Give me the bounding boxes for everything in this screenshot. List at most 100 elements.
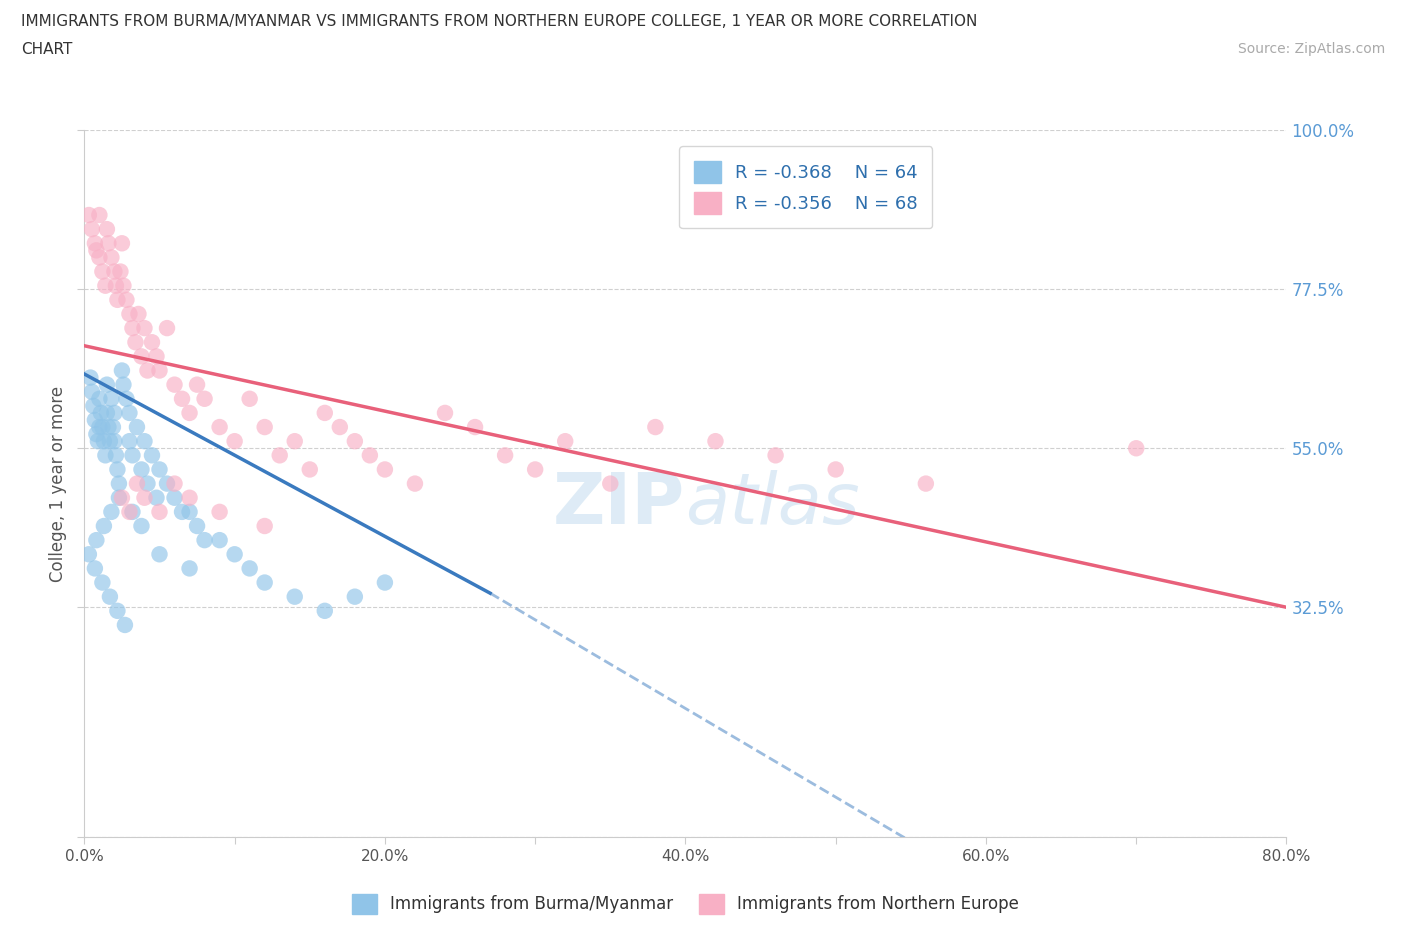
Point: [89, 207, 111, 222]
Point: [269, 448, 291, 463]
Point: [136, 363, 159, 378]
Point: [284, 433, 307, 448]
Point: [97, 236, 120, 251]
Point: [343, 590, 366, 604]
Point: [208, 504, 231, 519]
Point: [464, 419, 486, 434]
Point: [314, 405, 336, 420]
Point: [239, 392, 262, 406]
Point: [115, 392, 138, 406]
Point: [121, 504, 143, 519]
Point: [141, 335, 163, 350]
Point: [118, 433, 141, 448]
Point: [359, 448, 381, 463]
Legend: Immigrants from Burma/Myanmar, Immigrants from Northern Europe: Immigrants from Burma/Myanmar, Immigrant…: [346, 887, 1025, 921]
Point: [374, 462, 396, 477]
Point: [77, 207, 100, 222]
Point: [554, 433, 576, 448]
Point: [121, 321, 143, 336]
Text: IMMIGRANTS FROM BURMA/MYANMAR VS IMMIGRANTS FROM NORTHERN EUROPE COLLEGE, 1 YEAR: IMMIGRANTS FROM BURMA/MYANMAR VS IMMIGRA…: [21, 14, 977, 29]
Point: [224, 433, 246, 448]
Point: [134, 433, 156, 448]
Point: [103, 264, 125, 279]
Point: [100, 250, 122, 265]
Point: [94, 278, 117, 293]
Point: [91, 264, 114, 279]
Point: [343, 433, 366, 448]
Point: [108, 476, 131, 491]
Point: [148, 363, 170, 378]
Point: [134, 490, 156, 505]
Point: [93, 519, 115, 534]
Point: [115, 292, 138, 307]
Point: [121, 448, 143, 463]
Point: [156, 321, 179, 336]
Point: [644, 419, 666, 434]
Point: [179, 405, 201, 420]
Point: [96, 221, 118, 236]
Point: [93, 433, 115, 448]
Point: [524, 462, 547, 477]
Point: [374, 575, 396, 590]
Point: [87, 433, 110, 448]
Point: [103, 433, 125, 448]
Point: [90, 405, 112, 420]
Point: [136, 476, 159, 491]
Point: [131, 462, 153, 477]
Point: [80, 384, 103, 399]
Point: [179, 504, 201, 519]
Point: [89, 250, 111, 265]
Point: [163, 378, 186, 392]
Point: [125, 419, 148, 434]
Point: [131, 349, 153, 364]
Point: [134, 321, 156, 336]
Point: [104, 448, 127, 463]
Point: [108, 490, 131, 505]
Point: [103, 405, 125, 420]
Point: [170, 392, 193, 406]
Point: [186, 519, 208, 534]
Point: [83, 413, 105, 428]
Point: [239, 561, 262, 576]
Point: [104, 278, 127, 293]
Point: [314, 604, 336, 618]
Point: [253, 419, 276, 434]
Point: [107, 462, 129, 477]
Point: [82, 398, 104, 413]
Point: [118, 405, 141, 420]
Point: [111, 363, 134, 378]
Point: [86, 243, 108, 258]
Point: [112, 278, 135, 293]
Point: [599, 476, 621, 491]
Point: [148, 462, 170, 477]
Point: [97, 419, 120, 434]
Point: [704, 433, 727, 448]
Point: [298, 462, 321, 477]
Point: [127, 307, 149, 322]
Point: [96, 378, 118, 392]
Point: [284, 590, 307, 604]
Point: [148, 547, 170, 562]
Point: [94, 448, 117, 463]
Point: [114, 618, 136, 632]
Text: CHART: CHART: [21, 42, 73, 57]
Point: [145, 349, 167, 364]
Point: [208, 419, 231, 434]
Y-axis label: College, 1 year or more: College, 1 year or more: [49, 386, 67, 581]
Point: [80, 221, 103, 236]
Point: [77, 547, 100, 562]
Point: [141, 448, 163, 463]
Point: [156, 476, 179, 491]
Point: [224, 547, 246, 562]
Point: [118, 504, 141, 519]
Point: [179, 490, 201, 505]
Point: [91, 575, 114, 590]
Point: [253, 575, 276, 590]
Point: [79, 370, 101, 385]
Point: [434, 405, 457, 420]
Point: [194, 533, 217, 548]
Point: [170, 504, 193, 519]
Point: [915, 476, 938, 491]
Point: [83, 561, 105, 576]
Point: [125, 476, 148, 491]
